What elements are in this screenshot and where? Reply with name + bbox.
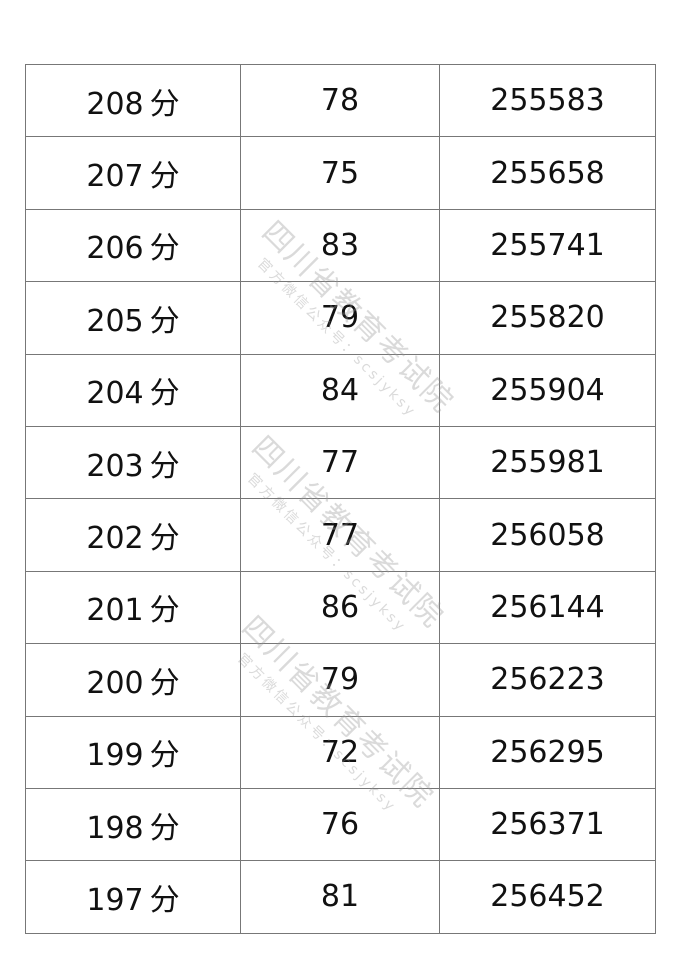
cumulative-cell: 255658 — [439, 136, 656, 210]
cumulative-cell: 256058 — [439, 498, 656, 572]
cumulative-cell: 255981 — [439, 425, 656, 500]
score-cell: 199 分 — [25, 715, 241, 789]
score-value: 201 — [86, 593, 144, 629]
score-unit: 分 — [149, 303, 180, 339]
count-cell: 83 — [240, 208, 440, 283]
cumulative-cell: 255820 — [439, 281, 656, 355]
score-cell: 202 分 — [25, 498, 241, 572]
count-cell: 72 — [240, 715, 440, 789]
count-cell: 84 — [240, 353, 440, 427]
score-cell: 201 分 — [25, 570, 241, 645]
score-cell: 207 分 — [25, 136, 241, 210]
score-value: 199 — [86, 738, 144, 774]
score-value: 205 — [86, 303, 144, 339]
table-row: 198 分 76 256371 — [25, 787, 656, 862]
score-unit: 分 — [149, 593, 180, 629]
cumulative-cell: 256223 — [439, 643, 656, 717]
cumulative-cell: 256144 — [439, 570, 656, 645]
score-cell: 197 分 — [25, 860, 241, 934]
score-value: 204 — [86, 376, 144, 412]
count-cell: 76 — [240, 787, 440, 862]
cumulative-cell: 256371 — [439, 787, 656, 862]
count-cell: 79 — [240, 281, 440, 355]
score-cell: 205 分 — [25, 281, 241, 355]
score-unit: 分 — [149, 882, 180, 918]
score-unit: 分 — [149, 231, 180, 267]
score-unit: 分 — [149, 448, 180, 484]
score-unit: 分 — [149, 738, 180, 774]
score-cell: 208 分 — [25, 63, 241, 138]
count-cell: 86 — [240, 570, 440, 645]
count-cell: 78 — [240, 63, 440, 138]
score-unit: 分 — [149, 810, 180, 846]
table-row: 204 分 84 255904 — [25, 353, 656, 427]
cumulative-cell: 255741 — [439, 208, 656, 283]
score-cell: 204 分 — [25, 353, 241, 427]
table-row: 197 分 81 256452 — [25, 860, 656, 934]
score-unit: 分 — [149, 665, 180, 701]
score-cell: 206 分 — [25, 208, 241, 283]
table-row: 200 分 79 256223 — [25, 643, 656, 717]
score-table: 208 分 78 255583 207 分 75 255658 206 分 83 255741 205 分… — [25, 63, 656, 934]
count-cell: 77 — [240, 425, 440, 500]
table-row: 205 分 79 255820 — [25, 281, 656, 355]
table-row: 206 分 83 255741 — [25, 208, 656, 283]
count-cell: 75 — [240, 136, 440, 210]
table-row: 199 分 72 256295 — [25, 715, 656, 789]
score-value: 206 — [86, 231, 144, 267]
table-row: 202 分 77 256058 — [25, 498, 656, 572]
count-cell: 79 — [240, 643, 440, 717]
score-unit: 分 — [149, 521, 180, 557]
score-unit: 分 — [149, 86, 180, 122]
table-row: 201 分 86 256144 — [25, 570, 656, 645]
score-cell: 198 分 — [25, 787, 241, 862]
score-unit: 分 — [149, 159, 180, 195]
cumulative-cell: 256452 — [439, 860, 656, 934]
count-cell: 77 — [240, 498, 440, 572]
cumulative-cell: 256295 — [439, 715, 656, 789]
table-row: 207 分 75 255658 — [25, 136, 656, 210]
score-value: 198 — [86, 810, 144, 846]
cumulative-cell: 255904 — [439, 353, 656, 427]
score-value: 197 — [86, 882, 144, 918]
score-cell: 203 分 — [25, 425, 241, 500]
score-unit: 分 — [149, 376, 180, 412]
score-value: 202 — [86, 521, 144, 557]
score-cell: 200 分 — [25, 643, 241, 717]
table-row: 208 分 78 255583 — [25, 63, 656, 138]
cumulative-cell: 255583 — [439, 63, 656, 138]
score-value: 200 — [86, 665, 144, 701]
count-cell: 81 — [240, 860, 440, 934]
score-value: 203 — [86, 448, 144, 484]
score-value: 208 — [86, 86, 144, 122]
table-row: 203 分 77 255981 — [25, 425, 656, 500]
score-value: 207 — [86, 159, 144, 195]
